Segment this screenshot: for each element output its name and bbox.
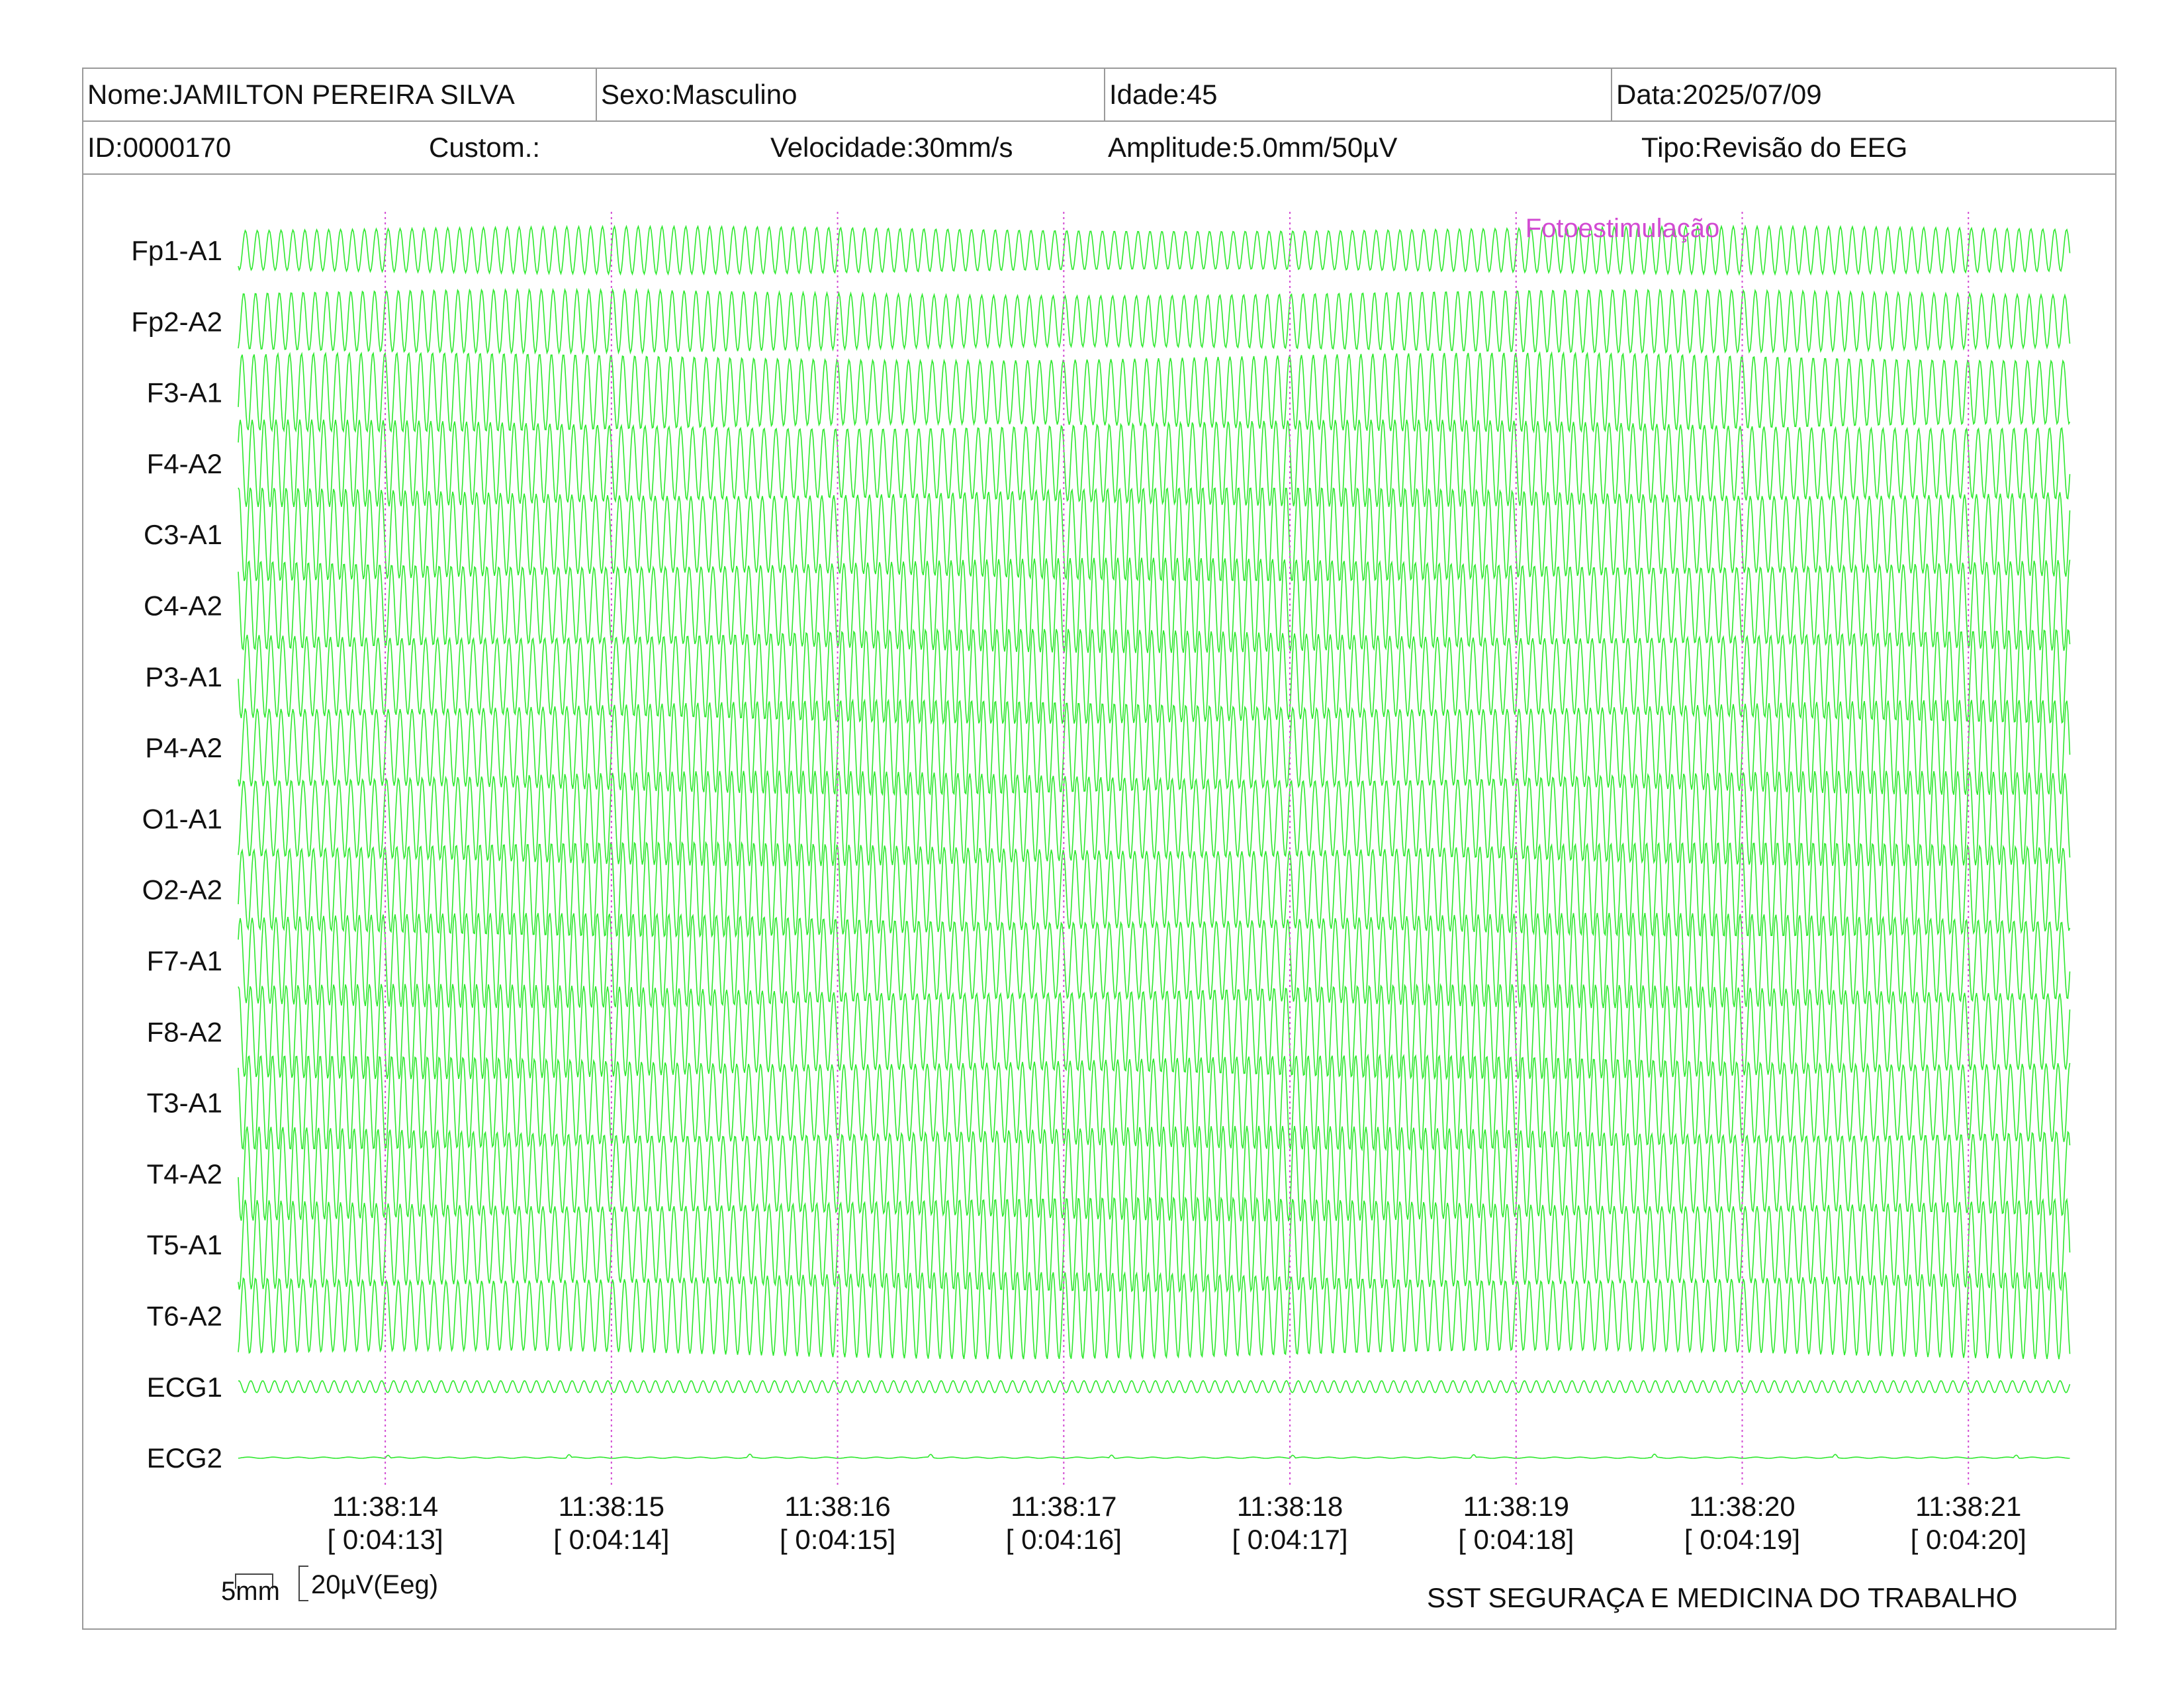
exam-date: Data:2025/07/09 [1611,69,2115,120]
time-tick-clock: 11:38:15 [559,1491,664,1522]
eeg-report-sheet: Nome:JAMILTON PEREIRA SILVA Sexo:Masculi… [82,68,2116,1630]
time-tick-elapsed: [ 0:04:16] [1006,1524,1122,1555]
time-tick-elapsed: [ 0:04:15] [780,1524,895,1555]
time-tick-elapsed: [ 0:04:17] [1232,1524,1347,1555]
channel-label: F3-A1 [147,377,222,408]
amplitude-scale-bar [298,1566,308,1601]
channel-trace [238,1053,2071,1152]
channel-label: C4-A2 [144,590,222,622]
time-scale-label: 5mm [221,1577,280,1606]
channel-label: O1-A1 [142,803,222,834]
time-scale-bar [235,1573,273,1589]
channel-trace [238,628,2071,726]
time-tick-clock: 11:38:18 [1237,1491,1343,1522]
photic-stimulation-annotation: Fotoestimulação [1525,214,1719,243]
channel-trace [238,224,2071,276]
channel-trace [238,1196,2071,1293]
time-tick-elapsed: [ 0:04:20] [1911,1524,2026,1555]
channel-trace [238,287,2071,355]
channel-trace [238,557,2071,653]
channel-trace [238,487,2071,582]
organization-footer: SST SEGURAÇA E MEDICINA DO TRABALHO [1427,1582,2018,1613]
time-tick-clock: 11:38:19 [1463,1491,1569,1522]
channel-label: ECG1 [147,1372,222,1403]
patient-id: ID:0000170 [87,132,232,163]
patient-name: Nome:JAMILTON PEREIRA SILVA [87,79,515,110]
channel-label: Fp1-A1 [131,235,222,266]
channel-label: T6-A2 [147,1301,222,1332]
channel-trace [238,351,2071,434]
custom-field: Custom.: [429,132,541,163]
time-tick-elapsed: [ 0:04:19] [1684,1524,1800,1555]
patient-info-row: Nome:JAMILTON PEREIRA SILVA Sexo:Masculi… [83,69,2115,122]
time-tick-elapsed: [ 0:04:13] [328,1524,443,1555]
time-tick-clock: 11:38:20 [1689,1491,1795,1522]
patient-age: Idade:45 [1104,69,1611,120]
channel-label: O2-A2 [142,874,222,906]
review-type: Tipo:Revisão do EEG [1641,132,1908,163]
time-tick-elapsed: [ 0:04:18] [1458,1524,1574,1555]
channel-trace [238,419,2071,508]
channel-label: ECG2 [147,1442,222,1474]
channel-trace [238,841,2071,938]
time-tick-clock: 11:38:21 [1915,1491,2021,1522]
time-tick-clock: 11:38:14 [332,1491,438,1522]
amplitude-scale-label: 20µV(Eeg) [311,1570,439,1599]
channel-label: F4-A2 [147,448,222,479]
patient-sex: Sexo:Masculino [596,69,1104,120]
channel-trace [238,1380,2071,1393]
channel-trace [238,982,2071,1081]
speed-setting: Velocidade:30mm/s [770,132,1013,163]
channel-trace [238,1453,2070,1459]
channel-trace [238,912,2071,1009]
channel-trace [238,771,2071,867]
time-tick-elapsed: [ 0:04:14] [553,1524,669,1555]
recording-info-row: ID:0000170 Custom.: Velocidade:30mm/s Am… [83,122,2115,175]
channel-label: T4-A2 [147,1158,222,1190]
channel-trace [238,1271,2071,1360]
channel-label: Fp2-A2 [131,306,222,337]
time-tick-clock: 11:38:17 [1011,1491,1116,1522]
channel-label: C3-A1 [144,519,222,550]
channel-label: T3-A1 [147,1088,222,1119]
channel-label: P3-A1 [145,661,222,692]
time-tick-clock: 11:38:16 [784,1491,890,1522]
channel-trace [238,1125,2071,1222]
channel-trace [238,698,2071,796]
channel-label: F8-A2 [147,1016,222,1047]
channel-label: T5-A1 [147,1229,222,1260]
channel-label: P4-A2 [145,732,222,763]
channel-label: F7-A1 [147,945,222,976]
amplitude-setting: Amplitude:5.0mm/50µV [1108,132,1398,163]
